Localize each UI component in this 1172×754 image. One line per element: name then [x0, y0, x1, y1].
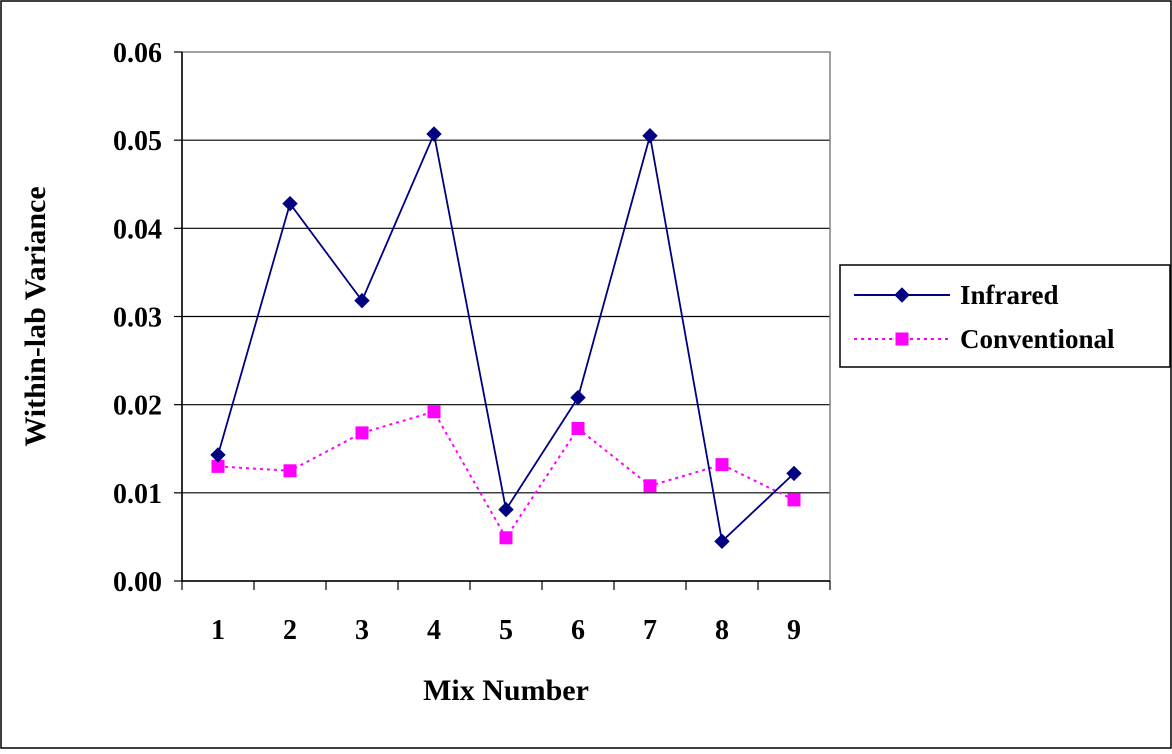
data-point-infrared	[426, 126, 442, 142]
data-point-infrared	[786, 465, 802, 482]
y-tick-label: 0.04	[113, 214, 162, 245]
y-tick-label: 0.00	[113, 567, 162, 598]
data-point-conventional	[643, 479, 657, 493]
legend-marker	[894, 287, 910, 303]
y-tick-label: 0.02	[113, 391, 162, 422]
data-point-conventional	[427, 405, 441, 419]
series-infrared	[210, 126, 802, 550]
data-point-conventional	[283, 464, 297, 478]
data-point-conventional	[211, 459, 225, 473]
x-tick-label: 4	[427, 615, 441, 646]
legend-item-conventional: Conventional	[854, 324, 1115, 354]
x-tick-label: 9	[787, 615, 801, 646]
x-tick-label: 1	[211, 615, 225, 646]
series-conventional	[211, 405, 801, 545]
x-tick-label: 7	[643, 615, 657, 646]
y-tick-label: 0.01	[113, 479, 162, 510]
data-point-infrared	[714, 533, 730, 550]
legend: Infrared Conventional	[839, 264, 1171, 368]
x-tick-label: 6	[571, 615, 585, 646]
x-tick-label: 8	[715, 615, 729, 646]
y-tick-label: 0.03	[113, 303, 162, 334]
x-tick-label: 2	[283, 615, 297, 646]
y-tick-label: 0.05	[113, 126, 162, 157]
legend-label: Conventional	[960, 324, 1115, 354]
y-axis-title: Within-lab Variance	[19, 186, 52, 446]
series	[210, 126, 802, 550]
data-point-infrared	[642, 128, 658, 144]
x-tick-label: 3	[355, 615, 369, 646]
data-point-conventional	[715, 458, 729, 472]
data-point-infrared	[354, 292, 370, 309]
data-point-conventional	[499, 531, 513, 545]
x-tick-label: 5	[499, 615, 513, 646]
axes: 0.00 0.01 0.02 0.03 0.04 0.05 0.06 1 2 3 4 5 6 7 8 9	[113, 38, 831, 646]
data-point-infrared	[498, 501, 514, 518]
y-tick-label: 0.06	[113, 38, 162, 69]
data-point-conventional	[355, 426, 369, 440]
data-point-conventional	[571, 421, 585, 435]
data-point-infrared	[570, 389, 586, 406]
x-axis-title: Mix Number	[423, 674, 589, 707]
data-point-conventional	[787, 493, 801, 507]
data-point-infrared	[210, 447, 226, 463]
legend-item-infrared: Infrared	[854, 280, 1059, 310]
legend-label: Infrared	[960, 280, 1059, 310]
data-point-infrared	[282, 195, 298, 212]
legend-marker	[895, 332, 909, 346]
gridlines	[182, 139, 830, 494]
legend-box	[839, 264, 1171, 368]
